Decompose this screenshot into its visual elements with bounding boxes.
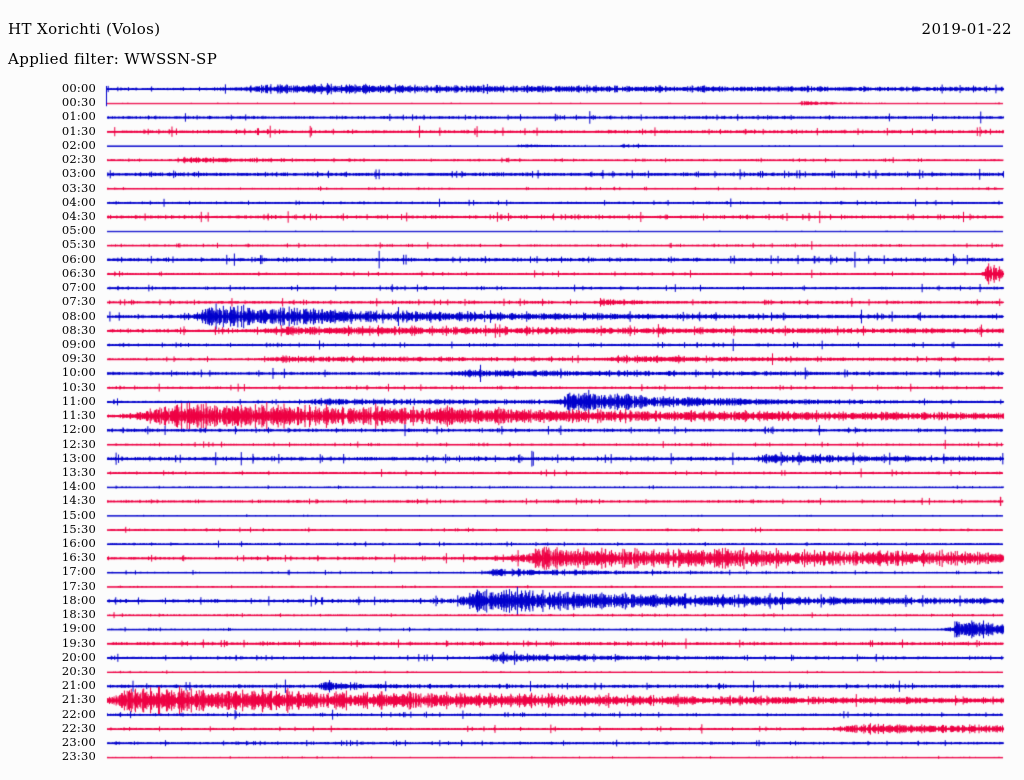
time-tick-label: 07:00 <box>61 280 96 295</box>
time-tick-label: 04:30 <box>61 208 96 223</box>
time-tick-label: 08:00 <box>61 308 96 323</box>
time-tick-label: 12:00 <box>61 422 96 437</box>
time-tick-label: 19:00 <box>61 621 96 636</box>
time-tick-label: 04:00 <box>61 194 96 209</box>
time-tick-label: 06:00 <box>61 251 96 266</box>
time-tick-label: 02:00 <box>61 137 96 152</box>
header: HT Xorichti (Volos) 2019-01-22 Applied f… <box>0 0 1024 72</box>
time-tick-label: 18:30 <box>61 607 96 622</box>
record-date: 2019-01-22 <box>921 20 1012 38</box>
time-tick-label: 01:00 <box>61 109 96 124</box>
time-tick-label: 10:30 <box>61 379 96 394</box>
time-tick-label: 14:30 <box>61 493 96 508</box>
time-tick-label: 22:30 <box>61 720 96 735</box>
time-tick-label: 06:30 <box>61 265 96 280</box>
time-tick-label: 08:30 <box>61 322 96 337</box>
time-tick-label: 02:30 <box>61 152 96 167</box>
time-tick-label: 05:30 <box>61 237 96 252</box>
seismogram-trace-canvas <box>0 78 1024 770</box>
time-tick-label: 17:00 <box>61 564 96 579</box>
time-tick-label: 05:00 <box>61 223 96 238</box>
time-axis: 00:00 00:30 01:00 01:30 02:00 02:30 03:00 03:30… <box>0 78 106 770</box>
time-tick-label: 14:00 <box>61 479 96 494</box>
time-tick-label: 07:30 <box>61 294 96 309</box>
time-tick-label: 22:00 <box>61 706 96 721</box>
time-tick-label: 03:00 <box>61 166 96 181</box>
time-tick-label: 20:00 <box>61 649 96 664</box>
page-title: HT Xorichti (Volos) <box>8 20 161 38</box>
time-tick-label: 21:30 <box>61 692 96 707</box>
applied-filter-label: Applied filter: WWSSN-SP <box>8 50 218 68</box>
time-tick-label: 17:30 <box>61 578 96 593</box>
time-tick-label: 23:00 <box>61 735 96 750</box>
time-tick-label: 16:30 <box>61 550 96 565</box>
time-tick-label: 00:00 <box>61 81 96 95</box>
time-tick-label: 20:30 <box>61 664 96 679</box>
time-tick-label: 13:30 <box>61 464 96 479</box>
time-tick-label: 19:30 <box>61 635 96 650</box>
time-tick-label: 13:00 <box>61 450 96 465</box>
time-tick-label: 01:30 <box>61 123 96 138</box>
time-tick-label: 15:00 <box>61 507 96 522</box>
time-tick-label: 23:30 <box>61 749 96 764</box>
time-tick-label: 09:00 <box>61 336 96 351</box>
time-tick-label: 03:30 <box>61 180 96 195</box>
time-tick-label: 11:30 <box>61 408 96 423</box>
time-tick-label: 09:30 <box>61 351 96 366</box>
helicorder-plot: 00:00 00:30 01:00 01:30 02:00 02:30 03:00 03:30… <box>0 78 1024 770</box>
time-tick-label: 18:00 <box>61 592 96 607</box>
time-tick-label: 21:00 <box>61 678 96 693</box>
time-tick-label: 12:30 <box>61 436 96 451</box>
time-tick-label: 15:30 <box>61 521 96 536</box>
time-tick-label: 00:30 <box>61 95 96 110</box>
time-tick-label: 16:00 <box>61 536 96 551</box>
time-tick-label: 10:00 <box>61 365 96 380</box>
time-tick-label: 11:00 <box>61 393 96 408</box>
